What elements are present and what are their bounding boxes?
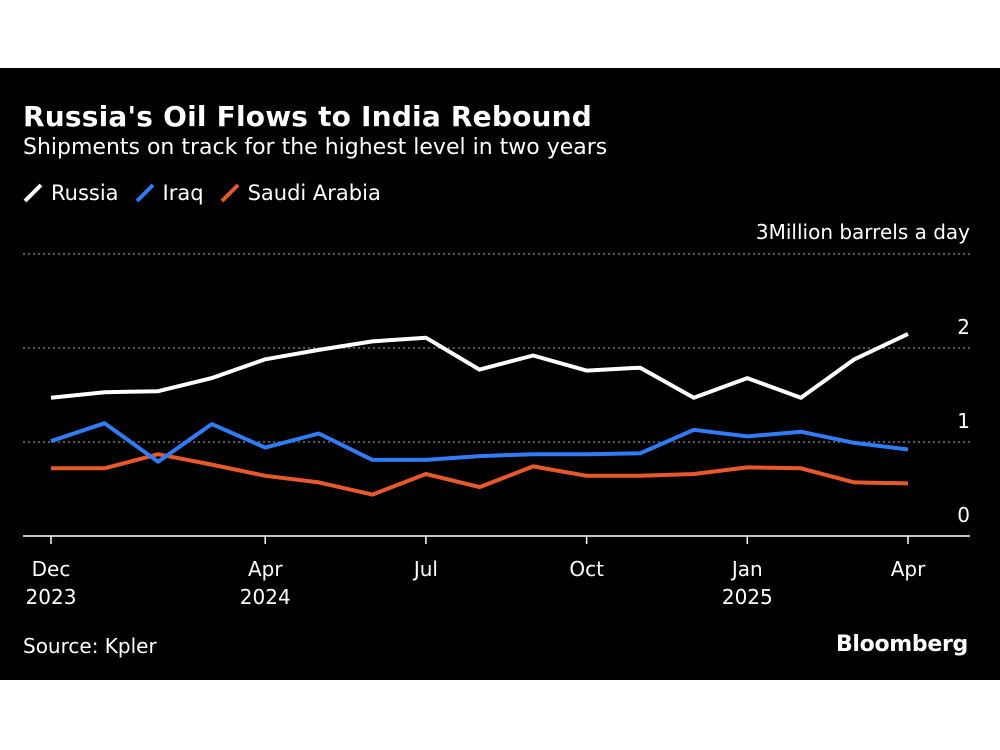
legend-item-russia: Russia [23,181,119,205]
legend-swatch-saudi-arabia [220,183,239,203]
legend-item-saudi-arabia: Saudi Arabia [220,181,381,205]
x-tick-label-2023-12: Dec [32,557,71,581]
x-tick-label-2025-01: Jan [730,557,763,581]
line-chart: 0 1 2 3Million barrels a day Dec 2023 Apr 2024 J… [23,220,970,609]
series-line-russia [50,332,909,400]
legend-swatch-russia [23,183,43,203]
bloomberg-logo: Bloomberg [835,632,968,657]
y-tick-label-2: 2 [957,315,970,339]
x-tick-label-2025-04: Apr [891,557,926,581]
x-tick-year-2025-01: 2025 [722,585,773,609]
x-tick-label-2024-04: Apr [248,557,283,581]
y-tick-label-1: 1 [957,409,970,433]
chart-title: Russia's Oil Flows to India Rebound [23,100,593,133]
legend: Russia Iraq Saudi Arabia [23,181,381,205]
legend-label-russia: Russia [51,181,119,205]
source-note: Source: Kpler [23,634,157,658]
x-tick-year-2023-12: 2023 [26,585,77,609]
x-tick-label-2024-07: Jul [412,557,438,581]
x-tick-label-2024-10: Oct [569,557,604,581]
legend-label-iraq: Iraq [162,181,204,205]
series-line-saudi-arabia [51,452,909,497]
chart-subtitle: Shipments on track for the highest level… [23,135,608,160]
y-tick-label-3: 3Million barrels a day [756,220,970,244]
legend-item-iraq: Iraq [135,181,204,205]
series-line-iraq [50,421,909,464]
chart-panel: Russia's Oil Flows to India Rebound Ship… [0,68,1000,680]
y-tick-label-0: 0 [957,503,970,527]
legend-swatch-iraq [135,183,154,203]
legend-label-saudi-arabia: Saudi Arabia [247,181,381,205]
x-tick-year-2024-04: 2024 [240,585,291,609]
